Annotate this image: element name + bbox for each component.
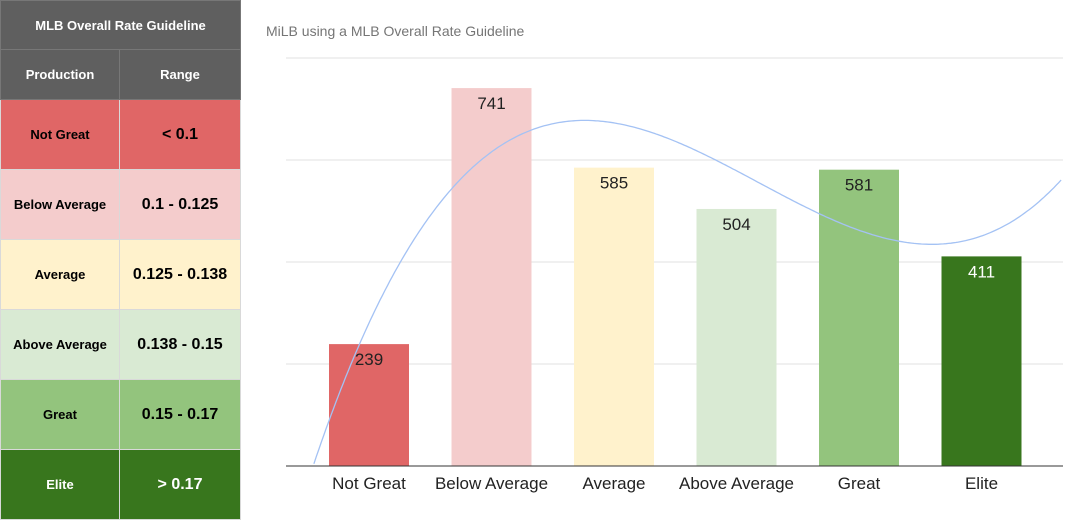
bar <box>819 169 899 466</box>
guideline-range-cell: 0.1 - 0.125 <box>119 169 241 240</box>
guideline-production-cell: Average <box>0 239 120 310</box>
bar <box>574 167 654 466</box>
guideline-row: Below Average 0.1 - 0.125 <box>0 169 241 240</box>
guideline-row: Average 0.125 - 0.138 <box>0 239 241 310</box>
guideline-table-panel: MLB Overall Rate Guideline Production Ra… <box>0 0 241 520</box>
x-tick-labels: Not Great Below Average Average Above Avera… <box>332 474 998 493</box>
guideline-range-cell: > 0.17 <box>119 449 241 520</box>
guideline-production-cell: Elite <box>0 449 120 520</box>
guideline-production-cell: Great <box>0 379 120 450</box>
bar-chart: MiLB using a MLB Overall Rate Guideline … <box>266 23 1063 493</box>
bar-value-label: 504 <box>722 215 750 234</box>
x-tick-label: Above Average <box>679 474 794 493</box>
bar-value-label: 239 <box>355 350 383 369</box>
guideline-production-cell: Above Average <box>0 309 120 380</box>
bar <box>329 344 409 466</box>
trendline <box>313 119 1062 465</box>
guideline-range-cell: 0.125 - 0.138 <box>119 239 241 310</box>
x-tick-label: Below Average <box>435 474 548 493</box>
guideline-title: MLB Overall Rate Guideline <box>0 0 241 50</box>
guideline-range-cell: 0.138 - 0.15 <box>119 309 241 380</box>
x-tick-label: Great <box>838 474 881 493</box>
gridlines <box>286 57 1063 365</box>
guideline-table: MLB Overall Rate Guideline Production Ra… <box>0 0 241 520</box>
bar-value-label: 411 <box>968 262 995 281</box>
bar-value-label: 741 <box>477 94 505 113</box>
guideline-row: Above Average 0.138 - 0.15 <box>0 309 241 380</box>
bar-value-label: 581 <box>845 176 873 195</box>
data-labels: 239 741 585 504 581 411 <box>355 94 995 369</box>
x-tick-label: Elite <box>965 474 998 493</box>
chart-title: MiLB using a MLB Overall Rate Guideline <box>266 23 525 39</box>
guideline-range-cell: 0.15 - 0.17 <box>119 379 241 450</box>
guideline-row: Not Great < 0.1 <box>0 99 241 170</box>
bar <box>451 88 532 466</box>
column-header-range: Range <box>119 49 241 100</box>
bar <box>696 208 777 466</box>
guideline-row: Elite > 0.17 <box>0 449 241 520</box>
x-tick-label: Not Great <box>332 474 406 493</box>
guideline-row: Great 0.15 - 0.17 <box>0 379 241 450</box>
guideline-production-cell: Not Great <box>0 99 120 170</box>
guideline-production-cell: Below Average <box>0 169 120 240</box>
column-header-production: Production <box>0 49 120 100</box>
bar <box>941 256 1022 466</box>
guideline-range-cell: < 0.1 <box>119 99 241 170</box>
x-tick-label: Average <box>582 474 645 493</box>
bar-value-label: 585 <box>600 174 628 193</box>
bars <box>329 88 1022 466</box>
